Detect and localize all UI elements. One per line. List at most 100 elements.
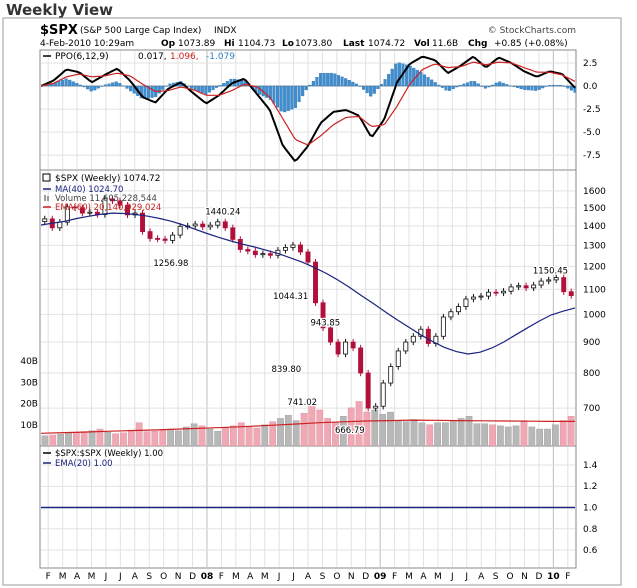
ppo-histogram-bar (419, 72, 423, 87)
price-bar (102, 198, 108, 215)
x-tick-label: J (104, 572, 108, 582)
ppo-histogram-bar (390, 68, 394, 87)
volume-bar (316, 409, 324, 446)
price-bar (335, 341, 341, 355)
ppo-histogram-bar (465, 82, 470, 87)
price-bar (290, 244, 296, 248)
ppo-histogram-bar (68, 79, 72, 87)
symbol-label: $SPX (40, 23, 78, 38)
volume-bar (190, 423, 198, 446)
price-annotation-label: 943.85 (310, 319, 340, 329)
ppo-tick-label: -5.0 (583, 128, 601, 138)
x-tick-label: F (219, 572, 224, 582)
ppo-histogram-bar (387, 74, 391, 87)
exchange-label: INDX (214, 26, 236, 36)
chart-frame (2, 17, 622, 586)
price-legend: $SPX (Weekly) 1074.72 MA(40) 1024.70 Vol… (42, 173, 161, 213)
volume-bar (112, 433, 119, 446)
volume-bar (222, 427, 229, 446)
x-tick-label: O (160, 572, 167, 582)
x-tick-label: F (46, 572, 51, 582)
ppo-histogram-bar (523, 85, 527, 90)
ppo-histogram-bar (541, 85, 545, 89)
ppo-histogram-bar (283, 85, 287, 113)
ppo-histogram-bar (336, 75, 341, 87)
ppo-histogram-bar (498, 81, 502, 87)
ppo-tick-label: 2.5 (583, 59, 597, 69)
source-label: © StockCharts.com (488, 26, 576, 36)
volume-tick-label: 30B (20, 378, 38, 388)
volume-bar (292, 420, 300, 446)
price-legend-ma: MA(40) 1024.70 (55, 185, 123, 195)
volume-bars (41, 401, 575, 446)
volume-bar (347, 407, 355, 446)
x-tick-label: N (521, 572, 528, 582)
ppo-histogram-bar (422, 74, 427, 87)
volume-bar (528, 426, 536, 446)
ppo-histogram-bar (118, 83, 122, 87)
ratio-tick-label: 0.8 (583, 525, 598, 535)
volume-bar (206, 428, 214, 446)
x-tick-label: D (535, 572, 542, 582)
price-bar (440, 316, 446, 337)
price-annotation-label: 1150.45 (533, 267, 568, 277)
price-bar (448, 311, 454, 318)
ppo-histogram-bar (168, 83, 172, 87)
price-bar (328, 327, 334, 343)
ppo-tick-labels: 2.5 0.0 -2.5 -5.0 -7.5 (583, 59, 601, 161)
ppo-histogram-bar (218, 85, 222, 87)
low-label: Lo (282, 39, 294, 49)
ppo-histogram-bar (340, 76, 344, 87)
volume-bar (434, 422, 441, 446)
price-tick-label: 1100 (583, 285, 606, 295)
ppo-histogram-bar (100, 85, 104, 87)
ppo-histogram-bar (548, 84, 552, 87)
ppo-histogram-bar (326, 72, 330, 87)
volume-bar (481, 423, 489, 446)
price-annotation-label: 1440.24 (205, 207, 240, 217)
ppo-histogram-bar (476, 83, 480, 87)
price-bar (343, 341, 349, 355)
ppo-histogram-bar (544, 85, 548, 87)
ma40-line (41, 212, 576, 355)
ppo-histogram-bar (89, 85, 93, 92)
vol-label: Vol (414, 39, 430, 49)
ratio-legend-name: $SPX:$SPX (Weekly) 1.00 (55, 449, 163, 459)
ppo-histogram-bar (491, 84, 495, 87)
price-bar (531, 284, 537, 289)
ppo-legend-signal: 1.096, (170, 52, 199, 62)
x-tick-label: N (175, 572, 182, 582)
ppo-histogram-bar (494, 82, 498, 87)
volume-bar (57, 433, 64, 446)
ppo-histogram-bar (530, 85, 534, 91)
volume-bar (497, 425, 504, 446)
ppo-histogram-bar (103, 84, 108, 87)
ppo-histogram-bar (279, 85, 283, 112)
price-bar (568, 291, 574, 296)
volume-bar (567, 416, 575, 446)
price-legend-spx: $SPX (Weekly) 1074.72 (55, 174, 160, 184)
price-bar (425, 328, 431, 344)
price-gridlines (41, 190, 575, 409)
ppo-histogram-bar (157, 85, 161, 94)
price-bar (358, 347, 364, 374)
ppo-histogram-bar (114, 81, 118, 87)
volume-bar (418, 422, 426, 446)
volume-bar (88, 430, 96, 446)
ppo-histogram-bar (430, 79, 434, 87)
ppo-histogram-bar (344, 78, 348, 87)
volume-bar (41, 435, 49, 446)
ppo-histogram-bar (480, 85, 484, 87)
price-bar (561, 277, 567, 293)
ppo-tick-label: 0.0 (583, 82, 598, 92)
price-bar (282, 247, 288, 251)
ppo-histogram-bar (96, 85, 100, 89)
price-annotation-label: 1256.98 (153, 259, 188, 269)
volume-bar (473, 423, 481, 446)
volume-bar (426, 424, 434, 446)
ppo-histogram-bar (516, 85, 520, 88)
x-tick-label: A (132, 572, 139, 582)
price-bar (140, 212, 146, 233)
ppo-tick-label: -7.5 (583, 151, 601, 161)
volume-bar (65, 432, 72, 446)
